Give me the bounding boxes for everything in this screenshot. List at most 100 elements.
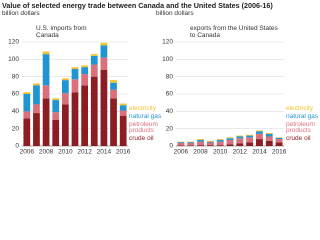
bar-segment — [187, 142, 195, 143]
bar-segment — [52, 98, 60, 101]
y-tick-label: 60 — [12, 91, 20, 98]
chart: 0 20 40 60 80 100 120 2006 2008 2010 2012 2014 2016 0… — [8, 39, 287, 156]
bar-segment — [90, 54, 98, 56]
legend-entry: petroleum products — [286, 120, 315, 135]
x-tick-label: 2016 — [272, 149, 287, 156]
bar-segment — [275, 142, 283, 146]
bar-segment — [110, 82, 117, 90]
y-axis-label: billion dollars — [156, 10, 194, 17]
legend-entry: natural gas — [129, 112, 162, 120]
legend-entry: crude oil — [286, 135, 311, 143]
bar-segment — [61, 80, 69, 94]
legend-entry: crude oil — [129, 135, 154, 143]
x-tick-label: 2008 — [193, 149, 208, 156]
bar-segment — [90, 76, 98, 146]
bar-segment — [61, 104, 69, 146]
bar-segment — [206, 145, 214, 146]
y-tick-label: 80 — [166, 73, 174, 80]
bar-segment — [71, 68, 79, 80]
chart-title: Value of selected energy trade between C… — [2, 1, 273, 10]
bar-segment — [42, 54, 50, 86]
bar-segment — [216, 141, 224, 146]
y-tick-label: 120 — [162, 39, 173, 46]
legend-entry: petroleum products — [129, 120, 158, 135]
bar-segment — [216, 139, 224, 140]
y-tick-label: 40 — [12, 108, 20, 115]
legend-entry: natural gas — [286, 112, 319, 120]
bar-segment — [90, 64, 98, 77]
x-tick-label: 2014 — [97, 149, 112, 156]
bar-segment — [256, 133, 263, 140]
legend: crude oil petroleum products natural gas el… — [129, 105, 162, 143]
bar-segment — [206, 141, 214, 143]
bar-segment — [177, 142, 185, 146]
bar-segment — [197, 139, 204, 142]
bar-segment — [119, 103, 127, 106]
y-tick-label: 60 — [166, 91, 174, 98]
bar-segment — [187, 142, 195, 146]
bar-segment — [52, 112, 60, 120]
bar-segment — [216, 139, 224, 142]
bar-segment — [52, 120, 60, 146]
y-axis-label: billion dollars — [2, 10, 40, 17]
x-tick-label: 2006 — [174, 149, 189, 156]
bar-segment — [81, 74, 89, 86]
bar-segment — [23, 111, 31, 119]
x-tick-label: 2012 — [233, 149, 248, 156]
x-tick-label: 2010 — [213, 149, 228, 156]
legend-entry: electricity — [286, 105, 314, 113]
x-tick-label: 2012 — [77, 149, 92, 156]
bar-segment — [81, 65, 89, 68]
bar-segment — [246, 134, 254, 136]
bar-segment — [256, 139, 263, 146]
bar-segment — [226, 139, 234, 145]
bar-segment — [23, 92, 31, 94]
bar-segment — [197, 145, 204, 146]
bar-segment — [110, 80, 117, 83]
bar-segment — [275, 139, 283, 143]
bar-segment — [246, 142, 254, 146]
bar-segment — [256, 130, 263, 132]
bar-segment — [177, 142, 185, 143]
bar-segment — [23, 94, 31, 112]
bar-segment — [100, 57, 108, 70]
bar-segment — [81, 67, 89, 75]
bar-segment — [119, 110, 127, 116]
bar-segment — [81, 85, 89, 146]
panel-title: exports from the United States to Canada — [190, 25, 278, 39]
bar-segment — [23, 118, 31, 146]
x-tick-label: 2010 — [58, 149, 73, 156]
bar-segment — [119, 115, 127, 146]
y-tick-label: 20 — [166, 125, 174, 132]
bar-segment — [90, 55, 98, 65]
bar-segment — [265, 133, 273, 137]
bar-segment — [197, 139, 204, 140]
x-tick-label: 2016 — [116, 149, 131, 156]
bar-segment — [246, 137, 254, 143]
bar-segment — [100, 45, 108, 58]
bar-segment — [42, 98, 50, 146]
bar-segment — [236, 138, 244, 144]
bar-segment — [265, 133, 273, 134]
bar-segment — [275, 137, 283, 140]
bar-segment — [226, 138, 234, 140]
bar-segment — [265, 140, 273, 146]
bar-segment — [52, 100, 60, 113]
y-tick-label: 0 — [15, 143, 19, 150]
legend: crude oil petroleum products natural gas el… — [286, 105, 319, 143]
bar-segment — [42, 85, 50, 99]
legend-entry: electricity — [129, 105, 157, 113]
bar-segment — [71, 92, 79, 146]
bar-segment — [197, 141, 204, 146]
y-tick-label: 20 — [12, 125, 20, 132]
page: {"title": "Value of selected energy trad… — [0, 0, 320, 157]
bar-segment — [33, 104, 40, 114]
bar-segment — [61, 78, 69, 81]
bar-segment — [246, 135, 254, 138]
x-tick-label: 2008 — [39, 149, 54, 156]
bar-segment — [216, 145, 224, 146]
bar-segment — [61, 93, 69, 105]
bar-segment — [100, 42, 108, 46]
bar-segment — [236, 136, 244, 139]
bar-segment — [33, 83, 40, 86]
